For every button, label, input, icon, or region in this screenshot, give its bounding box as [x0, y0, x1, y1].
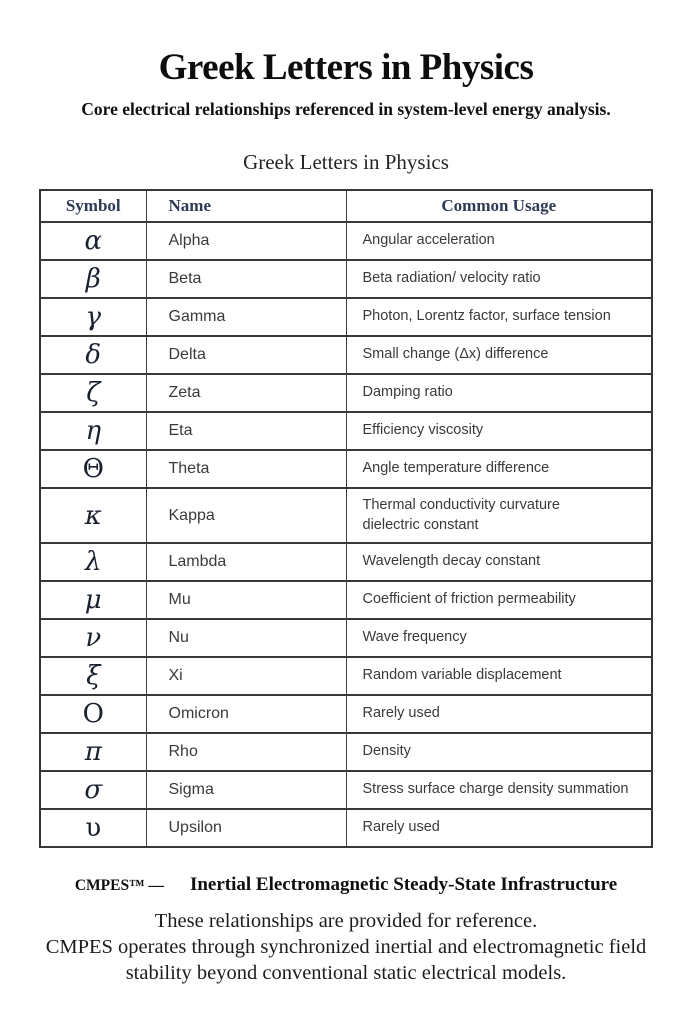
greek-symbol: μ [39, 580, 147, 620]
letter-name: Rho [145, 732, 347, 772]
letter-name: Gamma [145, 297, 347, 337]
table-row: ζ Zeta Damping ratio [39, 373, 653, 413]
table-row: π Rho Density [39, 732, 653, 772]
greek-symbol: κ [39, 487, 147, 544]
table-row: Θ Theta Angle temperature difference [39, 449, 653, 489]
common-usage: Stress surface charge density summation [345, 770, 653, 810]
letter-name: Beta [145, 259, 347, 299]
letter-name: Xi [145, 656, 347, 696]
table-caption: Greek Letters in Physics [243, 150, 449, 174]
common-usage: Rarely used [345, 694, 653, 734]
greek-symbol: Θ [39, 449, 147, 489]
letter-name: Sigma [145, 770, 347, 810]
reference-note: These relationships are provided for ref… [21, 908, 671, 987]
table-row: κ Kappa Thermal conductivity curvature d… [39, 487, 653, 544]
letter-name: Delta [145, 335, 347, 375]
table-row: ν Nu Wave frequency [39, 618, 653, 658]
brand-tagline: Inertial Electromagnetic Steady-State In… [189, 874, 618, 895]
greek-symbol: σ [39, 770, 147, 810]
greek-symbol: γ [39, 297, 147, 337]
greek-symbol: π [39, 732, 147, 772]
common-usage: Density [345, 732, 653, 772]
common-usage: Wavelength decay constant [345, 542, 653, 582]
brand-line: CMPES™ — Inertial Electromagnetic Steady… [0, 874, 692, 896]
greek-symbol: ξ [39, 656, 147, 696]
common-usage: Damping ratio [345, 373, 653, 413]
greek-symbol: α [39, 221, 147, 261]
brand-mark: CMPES™ — [74, 877, 164, 894]
table-row: ξ Xi Random variable displacement [39, 656, 653, 696]
greek-symbol: υ [39, 808, 147, 848]
page-subtitle: Core electrical relationships referenced… [81, 99, 611, 119]
common-usage: Angular acceleration [345, 221, 653, 261]
reference-note-line1: These relationships are provided for ref… [154, 910, 538, 932]
greek-symbol: ν [39, 618, 147, 658]
table-row: μ Mu Coefficient of friction permeabilit… [39, 580, 653, 620]
greek-symbol: β [39, 259, 147, 299]
greek-symbol: η [39, 411, 147, 451]
common-usage: Small change (Δx) difference [345, 335, 653, 375]
table-body: α Alpha Angular acceleration β Beta Beta… [39, 221, 653, 848]
common-usage: Thermal conductivity curvature dielectri… [345, 487, 653, 544]
common-usage: Random variable displacement [345, 656, 653, 696]
common-usage: Coefficient of friction permeability [345, 580, 653, 620]
greek-letters-table: Symbol Name Common Usage α Alpha Angular… [39, 189, 653, 848]
common-usage: Photon, Lorentz factor, surface tension [345, 297, 653, 337]
table-header-row: Symbol Name Common Usage [39, 189, 653, 223]
letter-name: Eta [145, 411, 347, 451]
greek-symbol: ζ [39, 373, 147, 413]
letter-name: Kappa [145, 487, 347, 544]
table-row: η Eta Efficiency viscosity [39, 411, 653, 451]
table-row: γ Gamma Photon, Lorentz factor, surface … [39, 297, 653, 337]
table-row: α Alpha Angular acceleration [39, 221, 653, 261]
letter-name: Theta [145, 449, 347, 489]
table-row: Ο Omicron Rarely used [39, 694, 653, 734]
letter-name: Lambda [145, 542, 347, 582]
table-row: δ Delta Small change (Δx) difference [39, 335, 653, 375]
letter-name: Zeta [145, 373, 347, 413]
column-header-name: Name [145, 189, 347, 223]
greek-symbol: δ [39, 335, 147, 375]
letter-name: Omicron [145, 694, 347, 734]
common-usage: Beta radiation/ velocity ratio [345, 259, 653, 299]
common-usage: Angle temperature difference [345, 449, 653, 489]
common-usage: Efficiency viscosity [345, 411, 653, 451]
letter-name: Alpha [145, 221, 347, 261]
greek-symbol: Ο [39, 694, 147, 734]
column-header-symbol: Symbol [39, 189, 147, 223]
letter-name: Mu [145, 580, 347, 620]
letter-name: Nu [145, 618, 347, 658]
table-row: σ Sigma Stress surface charge density su… [39, 770, 653, 810]
table-row: λ Lambda Wavelength decay constant [39, 542, 653, 582]
table-row: υ Upsilon Rarely used [39, 808, 653, 848]
page-title: Greek Letters in Physics [158, 47, 534, 88]
common-usage: Rarely used [345, 808, 653, 848]
reference-note-line2: CMPES operates through synchronized iner… [45, 936, 647, 985]
letter-name: Upsilon [145, 808, 347, 848]
column-header-common-usage: Common Usage [345, 189, 653, 223]
table-row: β Beta Beta radiation/ velocity ratio [39, 259, 653, 299]
common-usage: Wave frequency [345, 618, 653, 658]
greek-symbol: λ [39, 542, 147, 582]
